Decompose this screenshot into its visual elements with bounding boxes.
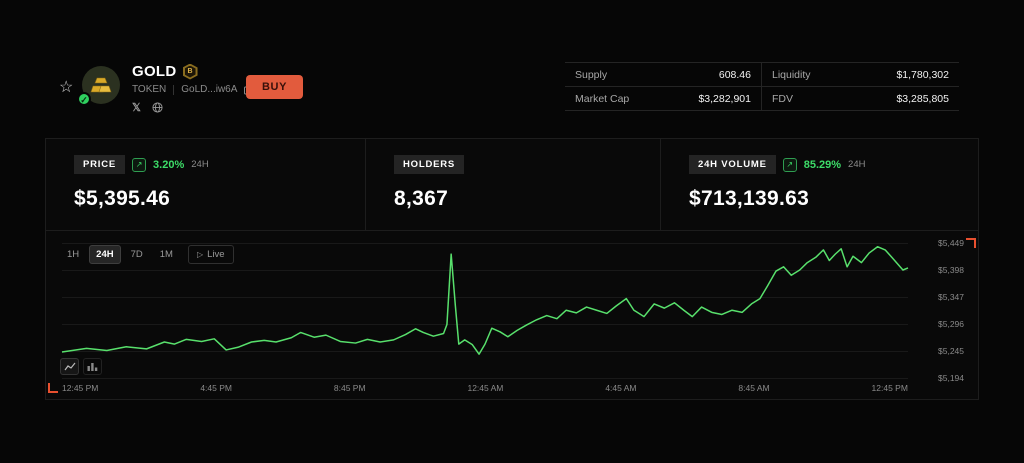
volume-value: $713,139.63: [689, 187, 810, 210]
stat-value: $3,282,901: [698, 92, 751, 105]
x-social-icon[interactable]: 𝕏: [132, 102, 141, 114]
gridline: [62, 378, 908, 379]
volume-change: 85.29%: [803, 158, 842, 171]
gridline: [62, 297, 908, 298]
volume-label-chip: 24H VOLUME: [689, 155, 776, 174]
y-axis-tick: $5,398: [938, 265, 964, 275]
chart-plot-area[interactable]: [62, 243, 908, 379]
gridline: [62, 243, 908, 244]
holders-card: HOLDERS 8,367: [366, 139, 661, 230]
up-arrow-icon: ↗: [132, 157, 147, 172]
bar-chart-icon: [87, 363, 98, 371]
website-globe-icon[interactable]: [152, 102, 163, 113]
price-label-chip: PRICE: [74, 155, 126, 174]
gridline: [62, 351, 908, 352]
x-axis-tick: 12:45 AM: [467, 383, 504, 393]
x-axis: 12:45 PM 4:45 PM 8:45 PM 12:45 AM 4:45 A…: [62, 383, 908, 393]
y-axis-tick: $5,296: [938, 319, 964, 329]
stat-value: $3,285,805: [896, 92, 949, 105]
price-value: $5,395.46: [74, 187, 171, 210]
corner-bracket-bottom-left: [48, 383, 58, 393]
bar-chart-toggle[interactable]: [83, 358, 102, 375]
range-1h-button[interactable]: 1H: [60, 245, 86, 264]
verified-check-badge: ✓: [77, 92, 91, 106]
stat-cards-row: PRICE ↗ 3.20% 24H $5,395.46 HOLDERS 8,36…: [46, 139, 978, 231]
divider: [173, 84, 175, 95]
chart-type-toggles: [60, 358, 102, 375]
x-axis-tick: 12:45 PM: [62, 383, 99, 393]
range-1m-button[interactable]: 1M: [153, 245, 180, 264]
up-arrow-icon: ↗: [782, 157, 797, 172]
x-axis-tick: 8:45 AM: [738, 383, 770, 393]
badge-letter: B: [184, 65, 196, 78]
price-line-path: [62, 247, 908, 354]
range-24h-button[interactable]: 24H: [89, 245, 121, 264]
holders-value: 8,367: [394, 187, 449, 210]
buy-button[interactable]: BUY: [246, 75, 304, 99]
x-axis-tick: 4:45 AM: [605, 383, 637, 393]
y-axis-tick: $5,245: [938, 346, 964, 356]
price-card: PRICE ↗ 3.20% 24H $5,395.46: [46, 139, 366, 230]
gridline: [62, 270, 908, 271]
price-chart-section: 1H 24H 7D 1M ▷ Live $5,449 $5,398 $5,347…: [46, 231, 978, 399]
time-range-selector: 1H 24H 7D 1M ▷ Live: [60, 245, 234, 264]
stats-cell-liquidity: Liquidity $1,780,302: [762, 63, 959, 87]
x-axis-tick: 4:45 PM: [200, 383, 232, 393]
token-info: GOLD B TOKEN GoLD...iw6A 𝕏: [132, 63, 254, 114]
stat-label: Liquidity: [772, 68, 811, 81]
stat-label: Supply: [575, 68, 608, 81]
range-7d-button[interactable]: 7D: [124, 245, 150, 264]
y-axis-tick: $5,194: [938, 373, 964, 383]
stats-cell-fdv: FDV $3,285,805: [762, 87, 959, 111]
price-change-period: 24H: [191, 159, 209, 170]
token-type-label: TOKEN: [132, 84, 167, 95]
volume-card: 24H VOLUME ↗ 85.29% 24H $713,139.63: [661, 139, 978, 230]
stat-value: $1,780,302: [896, 68, 949, 81]
holders-label-chip: HOLDERS: [394, 155, 465, 174]
live-button[interactable]: ▷ Live: [187, 245, 234, 264]
stat-label: FDV: [772, 92, 793, 105]
price-change: 3.20%: [153, 158, 185, 171]
y-axis-tick: $5,347: [938, 292, 964, 302]
token-stats-table: Supply 608.46 Liquidity $1,780,302 Marke…: [565, 62, 959, 111]
stat-label: Market Cap: [575, 92, 630, 105]
gold-bars-icon: [90, 77, 112, 93]
stats-cell-marketcap: Market Cap $3,282,901: [565, 87, 762, 111]
token-name: GOLD: [132, 63, 177, 80]
stats-cell-supply: Supply 608.46: [565, 63, 762, 87]
play-icon: ▷: [196, 250, 204, 259]
corner-bracket-top-right: [966, 238, 976, 248]
token-panel: PRICE ↗ 3.20% 24H $5,395.46 HOLDERS 8,36…: [45, 138, 979, 400]
x-axis-tick: 8:45 PM: [333, 383, 366, 393]
favorite-star-icon[interactable]: ☆: [59, 79, 74, 96]
token-tier-badge-icon: B: [182, 63, 198, 80]
stat-value: 608.46: [718, 68, 751, 81]
line-chart-toggle[interactable]: [60, 358, 79, 375]
live-label: Live: [207, 249, 225, 260]
price-line-chart: [62, 243, 908, 378]
line-chart-icon: [64, 362, 75, 371]
gridline: [62, 324, 908, 325]
y-axis-tick: $5,449: [938, 238, 964, 248]
volume-change-period: 24H: [848, 159, 866, 170]
x-axis-tick: 12:45 PM: [871, 383, 908, 393]
token-address: GoLD...iw6A: [181, 84, 238, 95]
